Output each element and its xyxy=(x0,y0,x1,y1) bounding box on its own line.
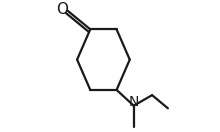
Text: N: N xyxy=(128,95,139,109)
Text: O: O xyxy=(56,2,68,17)
